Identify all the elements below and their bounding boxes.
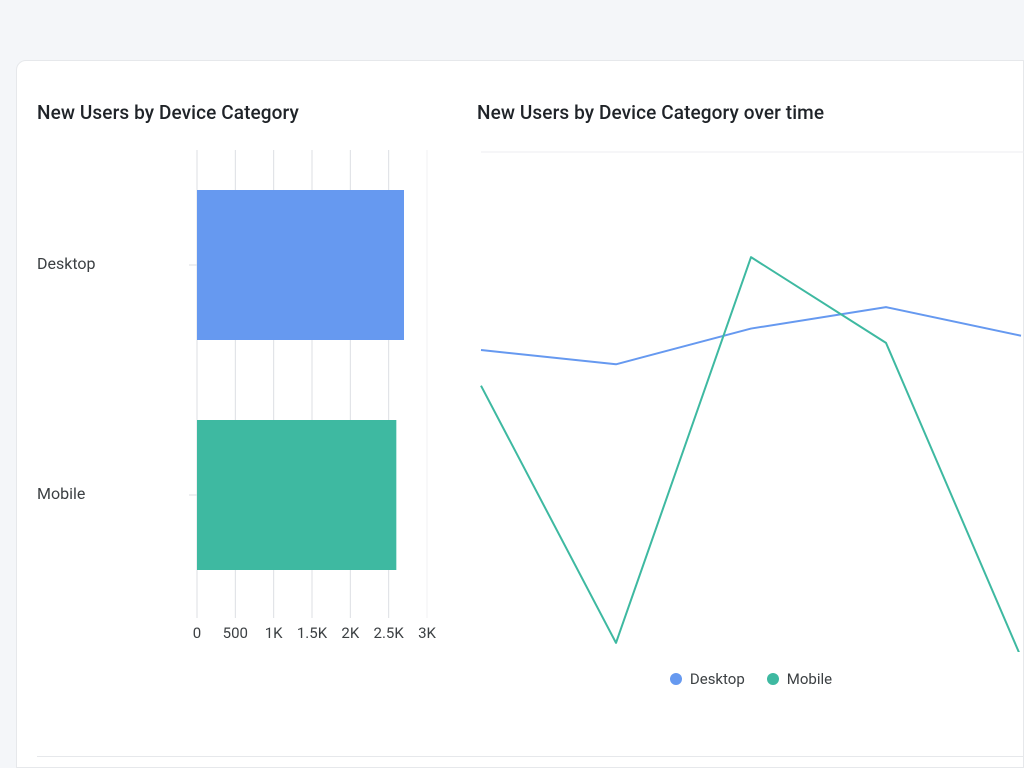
bar-x-tick-label: 2.5K [374, 624, 405, 642]
line-x-label: 03 [1012, 659, 1024, 660]
line-x-label: 01 [742, 659, 760, 660]
legend-label-mobile: Mobile [787, 670, 832, 688]
line-chart-title: New Users by Device Category over time [477, 101, 1024, 124]
bar-x-tick-label: 3K [418, 624, 436, 642]
bar-category-label: Desktop [37, 254, 96, 273]
bar-chart: Desktop Mobile 0 500 1K 1.5K 2K 2.5K 3K [37, 150, 437, 650]
bar-category-label: Mobile [37, 484, 85, 503]
dashboard-card: New Users by Device Category Desktop Mobi… [16, 60, 1024, 768]
bar-x-tick-label: 500 [223, 624, 248, 642]
legend-item-desktop: Desktop [670, 670, 745, 688]
bar-chart-panel: New Users by Device Category Desktop Mobi… [37, 101, 437, 688]
legend-label-desktop: Desktop [690, 670, 745, 688]
bar-mobile [197, 420, 396, 570]
bar-x-tick-label: 0 [193, 624, 201, 642]
legend-dot-desktop [670, 673, 682, 685]
line-series-mobile [481, 257, 1021, 657]
bar-x-tick-label: 1K [265, 624, 283, 642]
line-x-label: 27 [481, 659, 499, 660]
line-series-desktop [481, 307, 1021, 364]
section-divider [37, 756, 1023, 757]
line-x-label: 28 [607, 659, 625, 660]
line-chart-panel: New Users by Device Category over time 2… [477, 101, 1024, 688]
bar-x-tick-label: 2K [341, 624, 359, 642]
line-x-label: 02 [877, 659, 895, 660]
legend-item-mobile: Mobile [767, 670, 832, 688]
legend-dot-mobile [767, 673, 779, 685]
bar-desktop [197, 190, 404, 340]
bar-chart-title: New Users by Device Category [37, 101, 437, 124]
legend: Desktop Mobile [477, 670, 1024, 688]
bar-x-tick-label: 1.5K [297, 624, 328, 642]
line-chart: 27Feb2801Mar0203 [477, 150, 1024, 660]
